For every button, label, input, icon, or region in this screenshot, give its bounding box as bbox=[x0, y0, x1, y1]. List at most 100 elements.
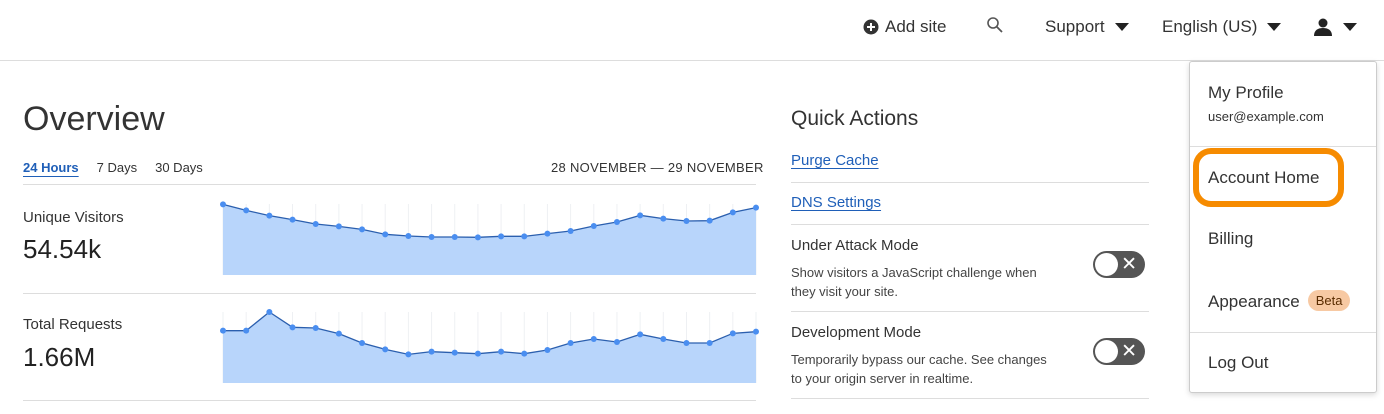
data-point[interactable] bbox=[428, 348, 435, 355]
toggle-knob bbox=[1095, 340, 1118, 363]
purge-cache-link[interactable]: Purge Cache bbox=[791, 152, 879, 169]
dns-settings-link[interactable]: DNS Settings bbox=[791, 194, 882, 211]
data-point[interactable] bbox=[335, 223, 342, 230]
data-point[interactable] bbox=[706, 340, 713, 346]
data-point[interactable] bbox=[544, 347, 551, 353]
divider bbox=[23, 184, 756, 185]
metric-label: Total Requests bbox=[23, 316, 123, 333]
data-point[interactable] bbox=[729, 209, 736, 216]
under-attack-desc: Show visitors a JavaScript challenge whe… bbox=[791, 265, 1037, 299]
user-email: user@example.com bbox=[1208, 109, 1324, 124]
data-point[interactable] bbox=[405, 351, 412, 358]
unique-visitors-chart bbox=[220, 201, 759, 275]
data-point[interactable] bbox=[498, 233, 505, 240]
development-mode-toggle[interactable]: ✕ bbox=[1093, 338, 1145, 365]
data-point[interactable] bbox=[312, 325, 319, 331]
data-point[interactable] bbox=[567, 340, 574, 346]
data-point[interactable] bbox=[683, 340, 690, 346]
data-point[interactable] bbox=[753, 204, 759, 211]
data-point[interactable] bbox=[498, 348, 505, 355]
divider bbox=[1190, 146, 1376, 147]
data-point[interactable] bbox=[312, 221, 319, 227]
series-line bbox=[222, 203, 757, 238]
metric-value: 54.54k bbox=[23, 234, 102, 264]
data-point[interactable] bbox=[706, 217, 713, 224]
area-fill bbox=[223, 312, 756, 383]
divider bbox=[23, 400, 756, 401]
data-point[interactable] bbox=[521, 350, 528, 357]
data-point[interactable] bbox=[289, 324, 296, 331]
data-point[interactable] bbox=[590, 336, 597, 342]
support-dropdown[interactable]: Support bbox=[1045, 17, 1129, 37]
tab-30-days[interactable]: 30 Days bbox=[155, 160, 203, 175]
data-point[interactable] bbox=[521, 233, 528, 240]
divider bbox=[23, 293, 756, 294]
x-icon: ✕ bbox=[1121, 254, 1137, 275]
data-point[interactable] bbox=[567, 228, 574, 234]
under-attack-toggle[interactable]: ✕ bbox=[1093, 251, 1145, 278]
data-point[interactable] bbox=[637, 212, 644, 219]
divider bbox=[791, 311, 1149, 312]
metric-value: 1.66M bbox=[23, 342, 96, 372]
date-range: 28 NOVEMBER — 29 NOVEMBER bbox=[551, 160, 764, 175]
billing-item[interactable]: Billing bbox=[1208, 229, 1254, 248]
data-point[interactable] bbox=[405, 233, 412, 239]
data-point[interactable] bbox=[243, 327, 250, 334]
appearance-item[interactable]: Appearance Beta bbox=[1208, 290, 1351, 312]
top-bar: Add site Support English (US) bbox=[0, 0, 1384, 61]
user-icon bbox=[1314, 18, 1332, 36]
data-point[interactable] bbox=[474, 350, 481, 357]
data-point[interactable] bbox=[451, 349, 458, 356]
data-point[interactable] bbox=[428, 234, 435, 240]
language-dropdown[interactable]: English (US) bbox=[1162, 17, 1282, 37]
metric-label: Unique Visitors bbox=[23, 209, 124, 226]
account-home-item[interactable]: Account Home bbox=[1208, 168, 1320, 187]
data-point[interactable] bbox=[451, 234, 458, 240]
data-point[interactable] bbox=[753, 328, 759, 335]
data-point[interactable] bbox=[544, 230, 551, 237]
data-point[interactable] bbox=[613, 339, 620, 345]
area-fill bbox=[223, 204, 756, 275]
search-button[interactable] bbox=[986, 16, 1004, 34]
data-point[interactable] bbox=[474, 234, 481, 241]
data-point[interactable] bbox=[266, 309, 273, 315]
caret-down-icon bbox=[1343, 23, 1357, 31]
data-point[interactable] bbox=[660, 336, 667, 342]
data-point[interactable] bbox=[613, 219, 620, 225]
log-out-item[interactable]: Log Out bbox=[1208, 353, 1269, 372]
data-point[interactable] bbox=[590, 223, 597, 229]
page-title: Overview bbox=[23, 100, 165, 138]
divider bbox=[1190, 332, 1376, 333]
language-label: English (US) bbox=[1162, 17, 1258, 36]
under-attack-label: Under Attack Mode bbox=[791, 237, 919, 254]
user-dropdown-menu: My Profile user@example.com Account Home… bbox=[1189, 61, 1377, 393]
toggle-knob bbox=[1095, 253, 1118, 276]
data-point[interactable] bbox=[266, 212, 273, 219]
add-site-button[interactable]: Add site bbox=[863, 17, 946, 37]
highlight-outline bbox=[1193, 148, 1344, 207]
data-point[interactable] bbox=[220, 201, 226, 208]
my-profile-item[interactable]: My Profile bbox=[1208, 83, 1284, 102]
search-icon bbox=[987, 17, 1003, 33]
divider bbox=[791, 182, 1149, 183]
data-point[interactable] bbox=[359, 226, 366, 233]
data-point[interactable] bbox=[683, 218, 690, 224]
data-point[interactable] bbox=[382, 346, 389, 353]
data-point[interactable] bbox=[382, 231, 389, 238]
data-point[interactable] bbox=[660, 215, 667, 222]
total-requests-chart bbox=[220, 309, 759, 383]
appearance-label: Appearance bbox=[1208, 292, 1300, 311]
data-point[interactable] bbox=[220, 327, 226, 334]
caret-down-icon bbox=[1114, 23, 1129, 31]
tab-24-hours[interactable]: 24 Hours bbox=[23, 160, 79, 175]
user-menu-button[interactable] bbox=[1313, 17, 1357, 37]
data-point[interactable] bbox=[243, 207, 250, 214]
tab-7-days[interactable]: 7 Days bbox=[96, 160, 138, 175]
support-label: Support bbox=[1045, 17, 1105, 36]
data-point[interactable] bbox=[335, 330, 342, 337]
beta-badge: Beta bbox=[1307, 290, 1351, 311]
data-point[interactable] bbox=[289, 216, 296, 223]
data-point[interactable] bbox=[637, 331, 644, 338]
data-point[interactable] bbox=[359, 340, 366, 346]
data-point[interactable] bbox=[729, 330, 736, 337]
